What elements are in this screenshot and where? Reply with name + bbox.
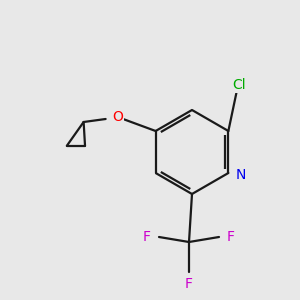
Text: F: F [143, 230, 151, 244]
Text: N: N [235, 168, 246, 182]
Text: F: F [185, 277, 193, 291]
Text: F: F [227, 230, 235, 244]
Text: O: O [112, 110, 123, 124]
Text: Cl: Cl [232, 78, 246, 92]
